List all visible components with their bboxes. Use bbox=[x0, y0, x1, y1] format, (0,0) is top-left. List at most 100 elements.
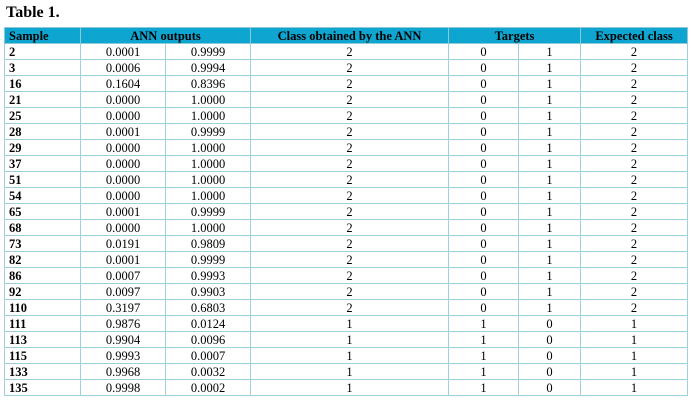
cell-target-2: 1 bbox=[518, 219, 582, 236]
cell-target-2: 1 bbox=[518, 91, 582, 108]
table-row: 51 0.0000 1.0000 2 0 1 2 bbox=[4, 171, 689, 188]
cell-class-obtained: 2 bbox=[250, 235, 450, 252]
table-row: 16 0.1604 0.8396 2 0 1 2 bbox=[4, 75, 689, 92]
table-row: 113 0.9904 0.0096 1 1 0 1 bbox=[4, 331, 689, 348]
cell-sample: 86 bbox=[4, 267, 81, 284]
cell-sample: 133 bbox=[4, 363, 81, 380]
cell-class-obtained: 1 bbox=[250, 347, 450, 364]
header-targets: Targets bbox=[448, 27, 582, 44]
cell-target-1: 0 bbox=[448, 251, 520, 268]
table-row: 111 0.9876 0.0124 1 1 0 1 bbox=[4, 315, 689, 332]
cell-ann-output-1: 0.0191 bbox=[80, 235, 166, 252]
cell-class-obtained: 1 bbox=[250, 379, 450, 396]
cell-ann-output-1: 0.0001 bbox=[80, 43, 166, 60]
cell-target-1: 0 bbox=[448, 219, 520, 236]
cell-sample: 54 bbox=[4, 187, 81, 204]
cell-sample: 113 bbox=[4, 331, 81, 348]
cell-class-obtained: 2 bbox=[250, 107, 450, 124]
cell-ann-output-2: 1.0000 bbox=[164, 107, 252, 124]
cell-sample: 3 bbox=[4, 59, 81, 76]
cell-class-obtained: 2 bbox=[250, 219, 450, 236]
cell-ann-output-1: 0.3197 bbox=[80, 299, 166, 316]
cell-ann-output-2: 0.8396 bbox=[164, 75, 252, 92]
table-row: 54 0.0000 1.0000 2 0 1 2 bbox=[4, 187, 689, 204]
cell-target-2: 0 bbox=[518, 363, 582, 380]
cell-target-1: 0 bbox=[448, 123, 520, 140]
cell-target-2: 1 bbox=[518, 75, 582, 92]
table-row: 115 0.9993 0.0007 1 1 0 1 bbox=[4, 347, 689, 364]
table-row: 86 0.0007 0.9993 2 0 1 2 bbox=[4, 267, 689, 284]
cell-ann-output-1: 0.0000 bbox=[80, 219, 166, 236]
cell-ann-output-2: 1.0000 bbox=[164, 91, 252, 108]
header-expected-class: Expected class bbox=[580, 27, 689, 44]
cell-sample: 111 bbox=[4, 315, 81, 332]
cell-expected-class: 2 bbox=[580, 107, 689, 124]
cell-expected-class: 2 bbox=[580, 75, 689, 92]
cell-expected-class: 2 bbox=[580, 139, 689, 156]
cell-target-1: 0 bbox=[448, 283, 520, 300]
cell-sample: 37 bbox=[4, 155, 81, 172]
cell-ann-output-2: 0.9999 bbox=[164, 203, 252, 220]
header-ann-outputs: ANN outputs bbox=[79, 27, 252, 44]
cell-class-obtained: 2 bbox=[250, 267, 450, 284]
cell-ann-output-2: 1.0000 bbox=[164, 171, 252, 188]
cell-target-2: 1 bbox=[518, 203, 582, 220]
table-row: 135 0.9998 0.0002 1 1 0 1 bbox=[4, 379, 689, 396]
cell-expected-class: 2 bbox=[580, 203, 689, 220]
cell-expected-class: 2 bbox=[580, 299, 689, 316]
cell-target-2: 1 bbox=[518, 43, 582, 60]
cell-ann-output-2: 0.0124 bbox=[164, 315, 252, 332]
cell-sample: 65 bbox=[4, 203, 81, 220]
cell-class-obtained: 1 bbox=[250, 331, 450, 348]
cell-class-obtained: 2 bbox=[250, 43, 450, 60]
cell-sample: 29 bbox=[4, 139, 81, 156]
cell-ann-output-1: 0.9904 bbox=[80, 331, 166, 348]
cell-ann-output-2: 1.0000 bbox=[164, 139, 252, 156]
cell-ann-output-1: 0.0097 bbox=[80, 283, 166, 300]
table-row: 73 0.0191 0.9809 2 0 1 2 bbox=[4, 235, 689, 252]
cell-ann-output-1: 0.0007 bbox=[80, 267, 166, 284]
cell-ann-output-2: 0.9903 bbox=[164, 283, 252, 300]
cell-target-1: 0 bbox=[448, 75, 520, 92]
cell-expected-class: 1 bbox=[580, 363, 689, 380]
cell-ann-output-2: 0.9994 bbox=[164, 59, 252, 76]
cell-sample: 92 bbox=[4, 283, 81, 300]
cell-expected-class: 2 bbox=[580, 251, 689, 268]
cell-ann-output-1: 0.1604 bbox=[80, 75, 166, 92]
cell-sample: 25 bbox=[4, 107, 81, 124]
cell-ann-output-2: 0.6803 bbox=[164, 299, 252, 316]
header-class-obtained: Class obtained by the ANN bbox=[250, 27, 450, 44]
cell-class-obtained: 2 bbox=[250, 299, 450, 316]
table-row: 21 0.0000 1.0000 2 0 1 2 bbox=[4, 91, 689, 108]
cell-target-2: 1 bbox=[518, 267, 582, 284]
cell-target-1: 0 bbox=[448, 187, 520, 204]
cell-ann-output-2: 0.9809 bbox=[164, 235, 252, 252]
cell-target-2: 0 bbox=[518, 331, 582, 348]
cell-expected-class: 2 bbox=[580, 43, 689, 60]
cell-expected-class: 2 bbox=[580, 187, 689, 204]
cell-class-obtained: 1 bbox=[250, 315, 450, 332]
table-title: Table 1. bbox=[6, 4, 60, 21]
cell-expected-class: 2 bbox=[580, 171, 689, 188]
table-row: 65 0.0001 0.9999 2 0 1 2 bbox=[4, 203, 689, 220]
cell-target-1: 0 bbox=[448, 267, 520, 284]
cell-target-1: 0 bbox=[448, 235, 520, 252]
cell-target-2: 0 bbox=[518, 315, 582, 332]
cell-target-2: 1 bbox=[518, 187, 582, 204]
cell-target-2: 1 bbox=[518, 283, 582, 300]
cell-target-1: 1 bbox=[448, 363, 520, 380]
cell-target-1: 0 bbox=[448, 155, 520, 172]
cell-class-obtained: 2 bbox=[250, 123, 450, 140]
cell-ann-output-2: 0.9999 bbox=[164, 251, 252, 268]
table-row: 3 0.0006 0.9994 2 0 1 2 bbox=[4, 59, 689, 76]
cell-class-obtained: 2 bbox=[250, 203, 450, 220]
cell-target-2: 1 bbox=[518, 251, 582, 268]
cell-expected-class: 2 bbox=[580, 91, 689, 108]
cell-sample: 51 bbox=[4, 171, 81, 188]
cell-ann-output-1: 0.9968 bbox=[80, 363, 166, 380]
cell-ann-output-1: 0.0006 bbox=[80, 59, 166, 76]
cell-class-obtained: 2 bbox=[250, 139, 450, 156]
cell-ann-output-1: 0.9876 bbox=[80, 315, 166, 332]
cell-expected-class: 2 bbox=[580, 123, 689, 140]
cell-expected-class: 2 bbox=[580, 283, 689, 300]
